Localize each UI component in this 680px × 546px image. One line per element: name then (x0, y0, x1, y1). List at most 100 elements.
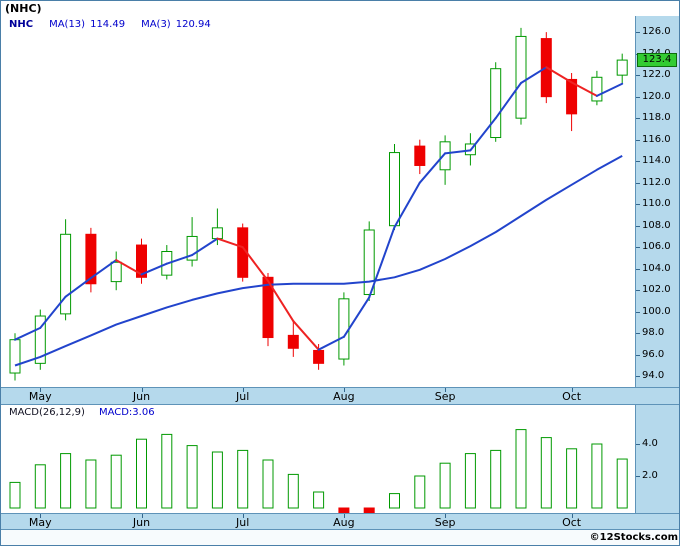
chart-title-bar: (NHC) (1, 1, 679, 16)
y-tick-mark (636, 376, 640, 378)
y-tick-label: 96.0 (642, 348, 665, 360)
ticker-symbol-title: (NHC) (5, 2, 42, 15)
x-month-label: Sep (434, 516, 456, 529)
macd-value-label: MACD:3.06 (98, 407, 155, 418)
y-tick-mark (636, 354, 640, 356)
y-tick-mark (636, 118, 640, 120)
macd-bar-positive (464, 453, 476, 509)
legend-symbol: NHC (9, 19, 34, 30)
ma3-segment (368, 226, 396, 299)
ma3-segment (216, 237, 244, 249)
x-month-label: Jul (236, 390, 250, 403)
y-tick-label: 112.0 (642, 176, 671, 188)
y-tick-label: 104.0 (642, 262, 671, 274)
y-tick-label: 122.0 (642, 69, 671, 81)
y-tick-mark (636, 333, 640, 335)
legend-ma3-label: MA(3) (141, 19, 171, 30)
x-tick-mark (343, 514, 345, 518)
legend-ma13-label: MA(13) (49, 19, 86, 30)
ma3-segment (14, 326, 42, 341)
macd-x-axis: May Jun Jul Aug Sep Oct (1, 513, 679, 530)
y-tick-mark (636, 75, 640, 77)
candle-body-up (186, 235, 198, 261)
candle-body-up (60, 233, 72, 315)
macd-bar-positive (313, 491, 325, 509)
y-tick-label: 116.0 (642, 133, 671, 145)
candle-body-down (85, 233, 97, 285)
ma3-segment (469, 117, 497, 152)
x-month-label: May (28, 516, 52, 529)
x-month-label: Aug (333, 390, 355, 403)
x-tick-mark (40, 514, 42, 518)
ma3-segment (545, 66, 573, 84)
candle-body-up (110, 261, 122, 283)
price-x-axis: May Jun Jul Aug Sep Oct (1, 387, 679, 405)
y-tick-label: 114.0 (642, 155, 671, 167)
x-tick-mark (141, 388, 143, 392)
y-tick-label: 118.0 (642, 112, 671, 124)
ma3-segment (241, 246, 269, 282)
ma3-segment (595, 82, 624, 97)
macd-bar-positive (414, 475, 426, 509)
macd-histogram-chart (9, 429, 628, 513)
x-month-label: Sep (434, 390, 456, 403)
macd-legend: MACD(26,12,9) MACD:3.06 (1, 405, 635, 420)
ma13-line (14, 155, 623, 367)
macd-bar-positive (9, 481, 21, 509)
y-tick-mark (636, 182, 640, 184)
ma3-segment (520, 66, 548, 84)
x-month-label: Oct (562, 390, 582, 403)
y-tick-label: 126.0 (642, 26, 671, 38)
macd-bar-positive (616, 458, 628, 509)
candle-body-down (313, 349, 325, 364)
price-chart-legend: NHC MA(13) 114.49 MA(3) 120.94 (9, 19, 227, 30)
x-month-label: Aug (333, 516, 355, 529)
ma3-segment (64, 277, 92, 298)
ma3-segment (39, 295, 67, 329)
macd-bar-positive (515, 429, 527, 509)
y-tick-mark (636, 247, 640, 249)
x-tick-mark (445, 388, 447, 392)
macd-bar-positive (591, 443, 603, 509)
x-month-label: Jun (132, 390, 151, 403)
x-tick-mark (445, 514, 447, 518)
macd-bar-positive (34, 464, 46, 509)
macd-params-label: MACD(26,12,9) (9, 407, 85, 418)
candle-body-up (591, 76, 603, 102)
macd-bar-positive (110, 454, 122, 509)
y-tick-mark (636, 139, 640, 141)
x-month-label: Oct (562, 516, 582, 529)
y-tick-label: 102.0 (642, 284, 671, 296)
y-tick-mark (636, 311, 640, 313)
y-tick-label: 110.0 (642, 198, 671, 210)
legend-ma13-value: 114.49 (90, 19, 126, 30)
candle-body-down (262, 276, 274, 339)
footer-bar: ©12Stocks.com (1, 530, 679, 545)
ma3-segment (115, 259, 143, 276)
candle-body-up (9, 339, 21, 374)
x-month-label: May (28, 390, 52, 403)
ma3-segment (342, 296, 371, 338)
x-tick-mark (242, 388, 244, 392)
ma3-segment (317, 335, 345, 351)
macd-bar-negative (363, 507, 375, 513)
y-tick-label: 108.0 (642, 219, 671, 231)
x-tick-mark (242, 514, 244, 518)
last-price-tag: 123.4 (637, 53, 677, 68)
candle-body-up (34, 315, 46, 364)
candle-body-down (136, 244, 147, 278)
price-y-axis: 94.0 96.0 98.0 100.0 102.0 104.0 106.0 108.0 110… (635, 16, 679, 387)
y-tick-mark (636, 444, 640, 445)
ma3-segment (292, 320, 320, 351)
ma3-segment (444, 149, 472, 155)
candle-body-up (439, 141, 451, 171)
y-tick-mark (636, 268, 640, 270)
ma3-segment (191, 237, 219, 257)
y-tick-mark (636, 161, 640, 163)
macd-bar-positive (186, 445, 198, 509)
watermark-link[interactable]: ©12Stocks.com (589, 532, 678, 543)
y-tick-label: 98.0 (642, 327, 665, 339)
y-tick-mark (636, 476, 640, 477)
x-tick-mark (571, 388, 573, 392)
